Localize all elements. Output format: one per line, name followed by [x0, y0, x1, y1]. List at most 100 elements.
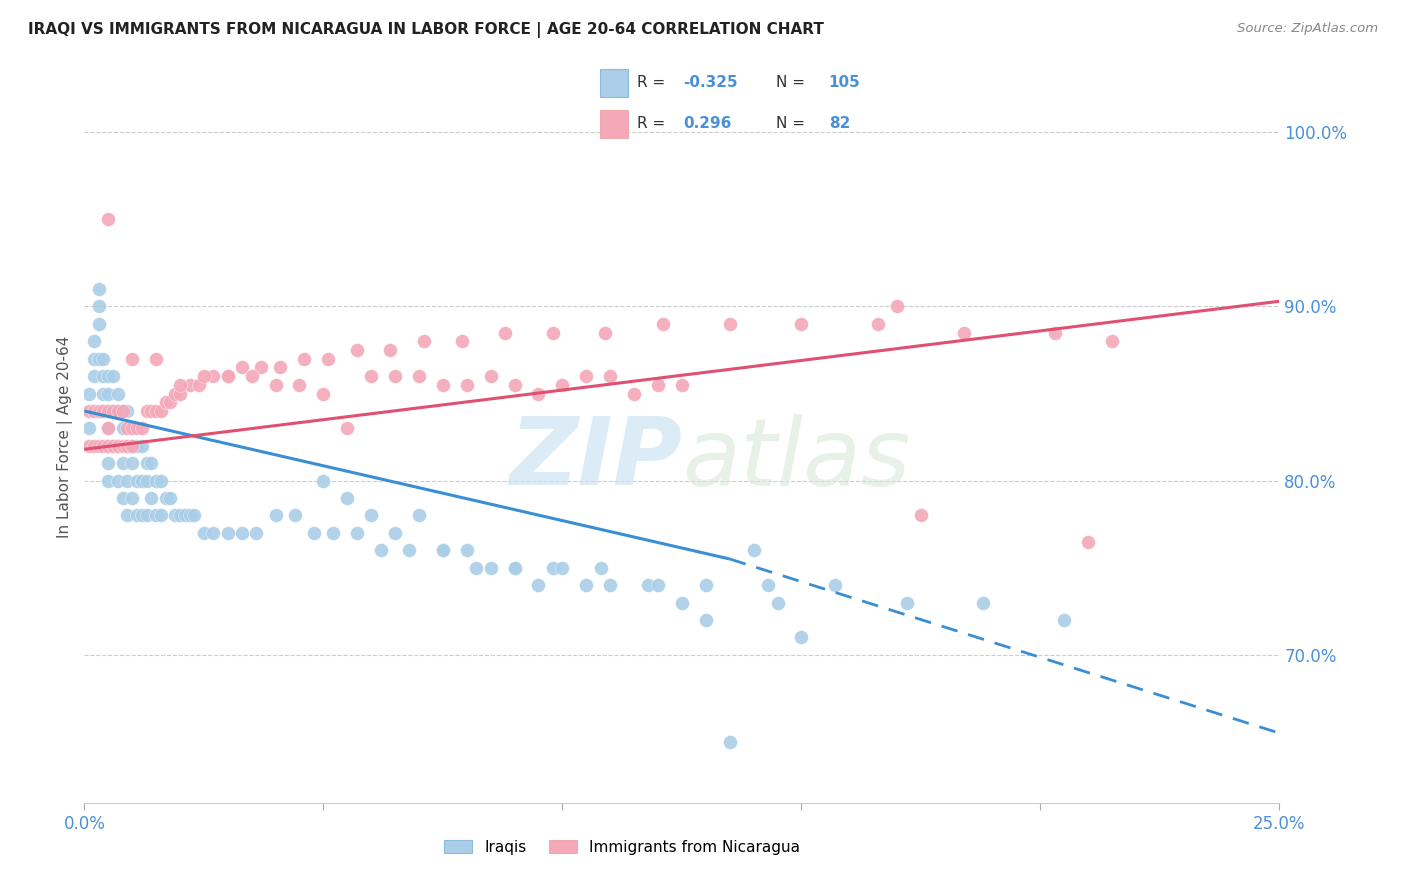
Point — [149, 508, 172, 523]
Point — [1043, 326, 1066, 340]
Point — [1053, 613, 1076, 627]
Point — [131, 439, 153, 453]
Point — [135, 456, 157, 470]
Point — [179, 508, 201, 523]
Point — [121, 491, 143, 505]
Point — [896, 595, 918, 609]
Point — [575, 578, 598, 592]
Point — [188, 377, 211, 392]
Point — [107, 439, 129, 453]
Point — [217, 369, 239, 384]
Point — [790, 317, 813, 331]
Point — [599, 578, 621, 592]
Point — [245, 525, 267, 540]
Point — [231, 525, 253, 540]
Point — [398, 543, 420, 558]
Point — [97, 456, 120, 470]
Point — [83, 439, 105, 453]
Point — [910, 508, 932, 523]
Point — [264, 508, 287, 523]
Point — [117, 508, 139, 523]
Point — [756, 578, 779, 592]
Point — [456, 543, 478, 558]
Point — [149, 404, 172, 418]
Point — [93, 439, 115, 453]
Point — [83, 334, 105, 349]
Point — [141, 404, 163, 418]
Point — [494, 326, 516, 340]
Point — [384, 525, 406, 540]
Point — [159, 395, 181, 409]
Point — [77, 386, 100, 401]
Point — [77, 439, 100, 453]
Point — [169, 508, 191, 523]
Point — [125, 474, 148, 488]
Text: atlas: atlas — [682, 414, 910, 505]
Text: N =: N = — [776, 117, 810, 131]
Text: N =: N = — [776, 76, 810, 90]
Text: R =: R = — [637, 76, 671, 90]
Point — [101, 439, 124, 453]
Point — [117, 404, 139, 418]
Point — [97, 421, 120, 435]
Point — [886, 300, 908, 314]
Point — [173, 508, 195, 523]
Point — [135, 508, 157, 523]
Point — [336, 491, 359, 505]
Point — [456, 377, 478, 392]
Point — [155, 395, 177, 409]
Point — [322, 525, 344, 540]
Point — [370, 543, 392, 558]
Point — [165, 508, 187, 523]
Text: R =: R = — [637, 117, 675, 131]
Point — [101, 404, 124, 418]
Text: -0.325: -0.325 — [683, 76, 738, 90]
Point — [1077, 534, 1099, 549]
Point — [193, 369, 215, 384]
Point — [93, 404, 115, 418]
Point — [87, 404, 110, 418]
Point — [145, 508, 167, 523]
Point — [766, 595, 789, 609]
Point — [465, 560, 488, 574]
Point — [346, 343, 368, 357]
Point — [179, 377, 201, 392]
Point — [87, 317, 110, 331]
Point — [742, 543, 765, 558]
Point — [93, 351, 115, 366]
Point — [193, 525, 215, 540]
Point — [97, 474, 120, 488]
Point — [637, 578, 659, 592]
Point — [432, 543, 454, 558]
Point — [125, 508, 148, 523]
Point — [336, 421, 359, 435]
Point — [217, 525, 239, 540]
Point — [316, 351, 339, 366]
Point — [169, 386, 191, 401]
Point — [551, 377, 574, 392]
Point — [790, 631, 813, 645]
Point — [695, 613, 717, 627]
Point — [117, 439, 139, 453]
Point — [111, 491, 134, 505]
Point — [623, 386, 645, 401]
Point — [284, 508, 307, 523]
Point — [671, 595, 693, 609]
Point — [647, 377, 669, 392]
Point — [479, 369, 502, 384]
Point — [121, 351, 143, 366]
Point — [288, 377, 311, 392]
Point — [599, 369, 621, 384]
Point — [83, 404, 105, 418]
Point — [380, 343, 402, 357]
Point — [97, 439, 120, 453]
Point — [551, 560, 574, 574]
Point — [302, 525, 325, 540]
Point — [972, 595, 994, 609]
Point — [107, 404, 129, 418]
Point — [101, 439, 124, 453]
Point — [77, 421, 100, 435]
Point — [346, 525, 368, 540]
Point — [312, 474, 335, 488]
FancyBboxPatch shape — [600, 110, 627, 138]
